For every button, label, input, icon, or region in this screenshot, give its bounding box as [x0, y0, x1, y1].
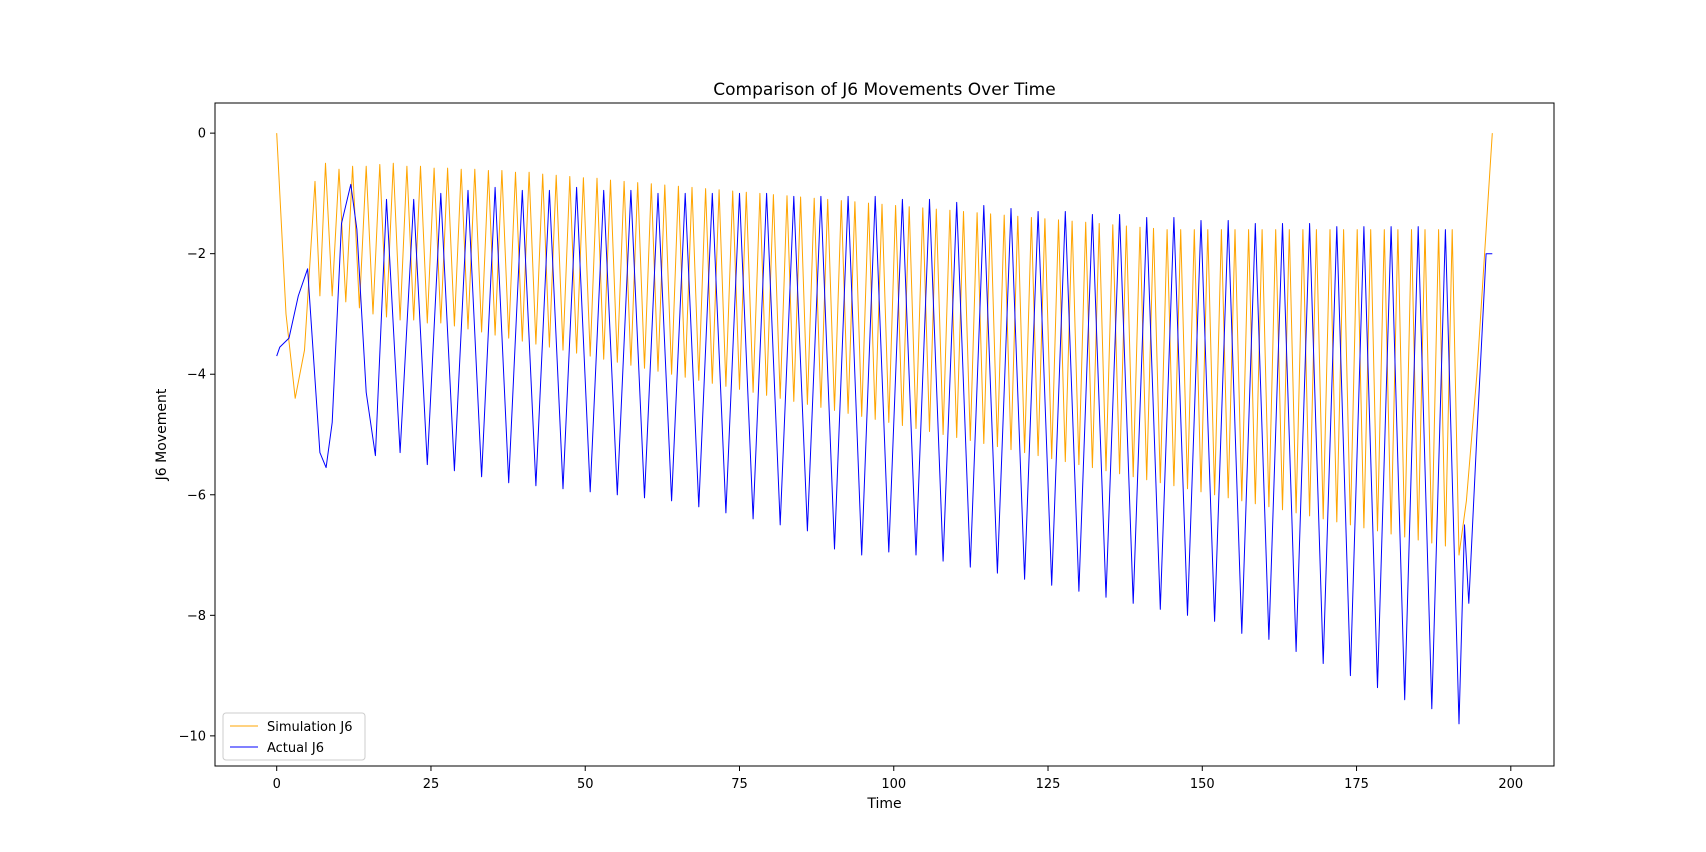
plot-frame — [214, 102, 1555, 767]
x-axis-ticks: 0 25 50 75 100 125 150 175 200 — [273, 766, 1523, 792]
y-tick-label: −6 — [187, 488, 206, 503]
x-tick-label: 75 — [731, 777, 748, 792]
legend-label-actual-j6: Actual J6 — [267, 741, 324, 756]
x-tick-label: 125 — [1036, 777, 1061, 792]
x-axis-label: Time — [866, 796, 901, 812]
y-axis-label: J6 Movement — [154, 388, 170, 481]
x-tick-label: 25 — [423, 777, 440, 792]
y-tick-label: −10 — [179, 729, 206, 744]
y-tick-label: 0 — [198, 127, 206, 142]
series-line-actual-j6 — [276, 183, 1493, 725]
plot-series — [276, 133, 1493, 725]
x-tick-label: 150 — [1190, 777, 1215, 792]
legend-label-simulation-j6: Simulation J6 — [267, 720, 352, 735]
y-axis-ticks: 0 −2 −4 −6 −8 −10 — [179, 127, 215, 744]
legend-box — [222, 712, 366, 761]
x-tick-label: 100 — [881, 777, 906, 792]
chart-title: Comparison of J6 Movements Over Time — [713, 80, 1055, 100]
series-line-simulation-j6 — [276, 133, 1493, 556]
y-tick-label: −2 — [187, 247, 206, 262]
x-tick-label: 50 — [577, 777, 594, 792]
x-tick-label: 175 — [1344, 777, 1369, 792]
x-tick-label: 200 — [1498, 777, 1523, 792]
legend: Simulation J6 Actual J6 — [222, 712, 366, 761]
x-tick-label: 0 — [273, 777, 281, 792]
y-tick-label: −4 — [187, 368, 206, 383]
y-tick-label: −8 — [187, 609, 206, 624]
